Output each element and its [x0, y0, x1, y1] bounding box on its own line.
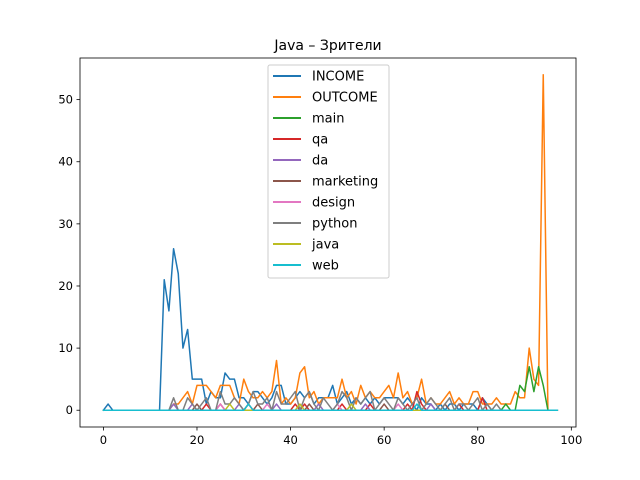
- x-tick-label: 80: [470, 433, 485, 447]
- legend-label-python: python: [312, 217, 357, 232]
- axes: 0 20 40 60 80 100 0 10 20 30 40 50: [58, 57, 582, 447]
- series-line-python: [102, 390, 559, 411]
- legend-label-web: web: [312, 259, 339, 274]
- legend-label-income: INCOME: [312, 70, 364, 85]
- legend-label-qa: qa: [312, 133, 328, 148]
- legend-label-da: da: [312, 154, 328, 169]
- y-tick-label: 0: [66, 403, 73, 417]
- y-tick-label: 20: [58, 279, 73, 293]
- y-tick-label: 30: [58, 217, 73, 231]
- series-line-main: [102, 365, 559, 411]
- legend-label-main: main: [312, 112, 344, 127]
- y-tick-label: 10: [58, 341, 73, 355]
- legend-label-outcome: OUTCOME: [312, 91, 378, 106]
- series-line-web: [102, 403, 559, 411]
- legend-label-java: java: [311, 238, 339, 253]
- y-tick-label: 50: [58, 93, 73, 107]
- x-tick-label: 40: [283, 433, 298, 447]
- legend-label-design: design: [312, 196, 355, 211]
- legend: INCOME OUTCOME main qa da marketing design pyth…: [267, 64, 390, 279]
- x-tick-label: 100: [560, 433, 582, 447]
- legend-label-marketing: marketing: [312, 175, 378, 190]
- chart-title: Java – Зрители: [273, 38, 381, 54]
- series-lines: [102, 74, 559, 412]
- y-tick-label: 40: [58, 155, 73, 169]
- x-tick-label: 20: [190, 433, 205, 447]
- x-tick-label: 0: [100, 433, 107, 447]
- axes-frame: [79, 57, 577, 428]
- series-line-java: [102, 403, 559, 411]
- x-tick-label: 60: [377, 433, 392, 447]
